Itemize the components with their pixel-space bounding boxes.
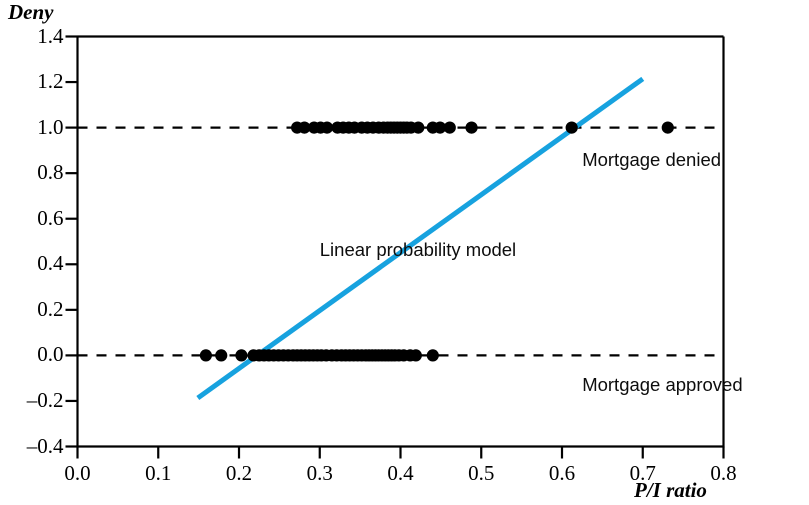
- x-tick-label: 0.5: [468, 460, 495, 485]
- y-tick-label: 0.6: [37, 205, 64, 230]
- data-point: [661, 121, 674, 134]
- data-point: [565, 121, 578, 134]
- x-tick-label: 0.7: [629, 460, 656, 485]
- mortgage-denied-label: Mortgage denied: [582, 148, 722, 170]
- data-point: [320, 121, 334, 134]
- y-tick-label: 0.0: [37, 342, 64, 367]
- x-tick-label: 0.0: [64, 460, 91, 485]
- data-point: [235, 349, 248, 362]
- y-tick-label: 0.2: [37, 296, 64, 321]
- mortgage-approved-label: Mortgage approved: [582, 374, 743, 396]
- x-tick-label: 0.2: [225, 460, 253, 485]
- x-tick-label: 0.1: [145, 460, 172, 485]
- data-point: [412, 121, 425, 134]
- x-tick-label: 0.8: [710, 460, 737, 485]
- data-point: [199, 349, 212, 362]
- y-tick-label: –0.2: [26, 387, 64, 412]
- y-tick-label: 1.2: [37, 69, 64, 94]
- data-point: [465, 121, 478, 134]
- data-point: [298, 121, 311, 134]
- y-tick-label: 0.4: [37, 251, 64, 276]
- data-point: [215, 349, 228, 362]
- x-tick-label: 0.6: [548, 460, 576, 485]
- y-tick-label: 0.8: [37, 160, 64, 185]
- y-tick-label: 1.0: [37, 114, 64, 139]
- y-axis-title: Deny: [8, 0, 54, 24]
- data-point: [443, 121, 456, 134]
- scatter-group: [199, 349, 439, 362]
- x-tick-label: 0.4: [387, 460, 414, 485]
- data-point: [409, 349, 422, 362]
- x-tick-label: 0.3: [306, 460, 333, 485]
- linear-probability-model-label: Linear probability model: [319, 238, 517, 260]
- y-tick-label: –0.4: [26, 433, 64, 458]
- x-axis-title: P/I ratio: [634, 478, 707, 502]
- scatter-group: [291, 121, 674, 134]
- data-point: [433, 121, 447, 134]
- data-point: [426, 349, 439, 362]
- y-tick-label: 1.4: [37, 23, 64, 48]
